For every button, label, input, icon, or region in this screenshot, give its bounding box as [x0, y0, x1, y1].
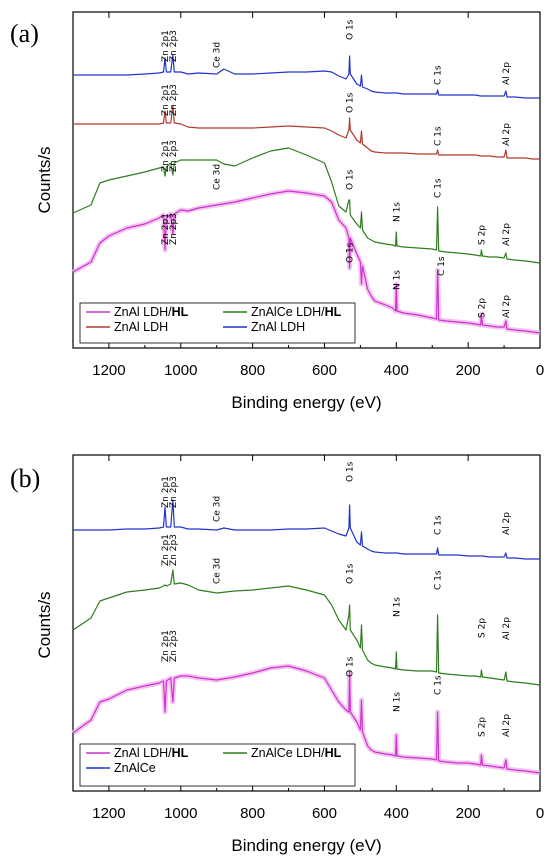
x-tick-label: 800 [240, 362, 265, 379]
peak-label: Zn 2p1 [161, 213, 171, 245]
x-axis-title: Binding energy (eV) [231, 836, 381, 855]
legend-label: ZnAl LDH/HL [114, 746, 189, 760]
peak-label: Zn 2p1 [161, 630, 171, 662]
peak-label: Al 2p [502, 123, 512, 146]
peak-label: Zn 2p3 [169, 84, 179, 116]
peak-label: Zn 2p3 [169, 476, 179, 508]
legend-box [79, 743, 356, 787]
x-tick-label: 1000 [164, 805, 197, 822]
x-tick-label: 200 [456, 805, 481, 822]
peak-label: Zn 2p1 [161, 140, 171, 172]
peak-label: O 1s [346, 656, 356, 677]
peak-label: N 1s [392, 202, 402, 222]
peak-label: C 1s [434, 515, 444, 535]
peak-label: Zn 2p1 [161, 476, 171, 508]
series-line-4 [73, 54, 540, 99]
peak-label: Al 2p [502, 617, 512, 640]
peak-label: O 1s [346, 92, 356, 113]
legend-label: ZnAlCe [114, 761, 156, 775]
series-line-1 [72, 190, 541, 334]
peak-label: Ce 3d [213, 558, 223, 584]
x-tick-label: 400 [384, 362, 409, 379]
peak-label: S 2p [477, 618, 487, 638]
x-tick-label: 600 [312, 362, 337, 379]
y-axis-title: Counts/s [35, 146, 54, 213]
peak-label: Al 2p [502, 295, 512, 318]
peak-label: C 1s [437, 256, 447, 276]
peak-label: Al 2p [502, 223, 512, 246]
peak-label: Al 2p [502, 512, 512, 535]
series-line-3 [73, 499, 540, 560]
panel-label: (b) [10, 464, 40, 493]
x-tick-label: 0 [536, 362, 544, 379]
peak-label: O 1s [346, 19, 356, 40]
chart-panel-1: (a) 1200 1000 800 600 400 200 0 Binding energy (… [10, 11, 544, 412]
peak-label: O 1s [346, 461, 356, 482]
peak-label: O 1s [346, 169, 356, 190]
legend-label: ZnAl LDH [114, 320, 168, 334]
peak-label: C 1s [434, 178, 444, 198]
legend-box [79, 302, 356, 344]
panel-label: (a) [10, 19, 39, 48]
peak-label: N 1s [392, 692, 402, 712]
x-tick-label: 1200 [92, 362, 125, 379]
peak-label: Al 2p [502, 62, 512, 85]
peak-label: Zn 2p3 [169, 213, 179, 245]
peak-label: Ce 3d [213, 496, 223, 522]
plot-frame [72, 11, 541, 349]
peak-label: C 1s [434, 675, 444, 695]
peak-label: Zn 2p3 [169, 30, 179, 62]
peak-label: Zn 2p1 [161, 534, 171, 566]
y-axis-title: Counts/s [35, 591, 54, 658]
legend-label: ZnAl LDH [251, 320, 305, 334]
peak-label: N 1s [392, 597, 402, 617]
peak-label: Ce 3d [213, 42, 223, 68]
x-tick-label: 600 [312, 805, 337, 822]
series-line-3 [73, 105, 540, 160]
series-line-2 [72, 147, 541, 264]
x-tick-label: 0 [536, 805, 544, 822]
peak-label: Zn 2p1 [161, 30, 171, 62]
x-tick-label: 1200 [92, 805, 125, 822]
chart-panel-2: (b) 1200 1000 800 600 400 200 0 Binding energy (… [10, 454, 544, 855]
peak-label: C 1s [434, 65, 444, 85]
x-tick-label: 200 [456, 362, 481, 379]
legend-label: ZnAlCe LDH/HL [251, 305, 342, 319]
peak-label: S 2p [477, 717, 487, 737]
peak-label: S 2p [477, 298, 487, 318]
peak-label: N 1s [392, 270, 402, 290]
peak-label: O 1s [346, 242, 356, 263]
peak-label: C 1s [434, 126, 444, 146]
peak-label: S 2p [477, 225, 487, 245]
peak-label: Zn 2p1 [161, 84, 171, 116]
x-tick-label: 400 [384, 805, 409, 822]
x-tick-label: 1000 [164, 362, 197, 379]
series-line-1 [72, 665, 541, 774]
peak-label: Al 2p [502, 714, 512, 737]
legend-label: ZnAlCe LDH/HL [251, 746, 342, 760]
series-line-2 [72, 569, 541, 686]
peak-label: Zn 2p3 [169, 630, 179, 662]
peak-label: Zn 2p3 [169, 140, 179, 172]
peak-label: O 1s [346, 563, 356, 584]
legend-label: ZnAl LDH/HL [114, 305, 189, 319]
x-axis-title: Binding energy (eV) [231, 393, 381, 412]
peak-label: Ce 3d [213, 164, 223, 190]
peak-label: Zn 2p3 [169, 534, 179, 566]
x-tick-label: 800 [240, 805, 265, 822]
peak-label: C 1s [434, 570, 444, 590]
plot-frame [72, 454, 541, 792]
